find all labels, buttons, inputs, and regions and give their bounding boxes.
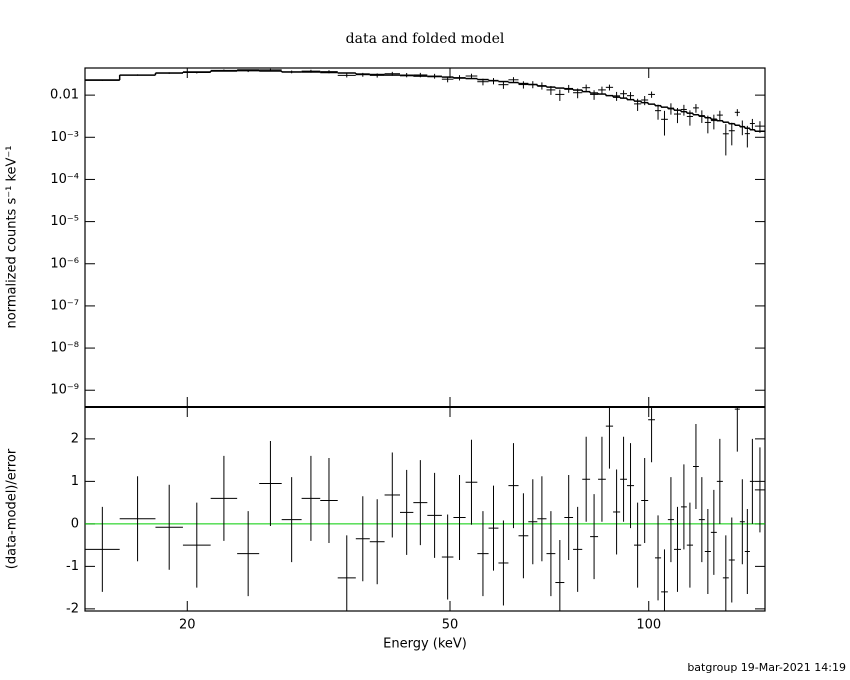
x-axis-label: Energy (keV) xyxy=(383,637,467,652)
x-tick-label: 100 xyxy=(636,618,661,633)
y-tick-label: -1 xyxy=(66,559,79,574)
y-tick-label: 1 xyxy=(71,474,79,489)
y-axis-label: normalized counts s⁻¹ keV⁻¹ xyxy=(5,146,20,329)
y-tick-label: 10⁻⁷ xyxy=(50,298,79,313)
y-axis-label: (data-model)/error xyxy=(5,448,20,569)
y-tick-label: 10⁻⁵ xyxy=(50,214,79,229)
y-tick-label: 10⁻⁹ xyxy=(50,383,79,398)
y-tick-label: 10⁻⁴ xyxy=(50,172,79,187)
x-tick-label: 50 xyxy=(442,618,459,633)
chart-title: data and folded model xyxy=(346,31,505,47)
plot-area xyxy=(85,68,765,156)
y-tick-label: 2 xyxy=(71,431,79,446)
x-tick-label: 20 xyxy=(179,618,196,633)
y-tick-label: 10⁻⁶ xyxy=(50,256,79,271)
y-tick-label: -2 xyxy=(66,601,79,616)
y-tick-label: 10⁻⁸ xyxy=(50,341,79,356)
footer: batgroup 19-Mar-2021 14:19 xyxy=(687,661,846,674)
y-tick-label: 0.01 xyxy=(50,88,79,103)
y-tick-label: 0 xyxy=(71,516,79,531)
plot-frame xyxy=(84,67,766,612)
plot-area xyxy=(85,407,765,611)
y-tick-label: 10⁻³ xyxy=(50,130,79,145)
